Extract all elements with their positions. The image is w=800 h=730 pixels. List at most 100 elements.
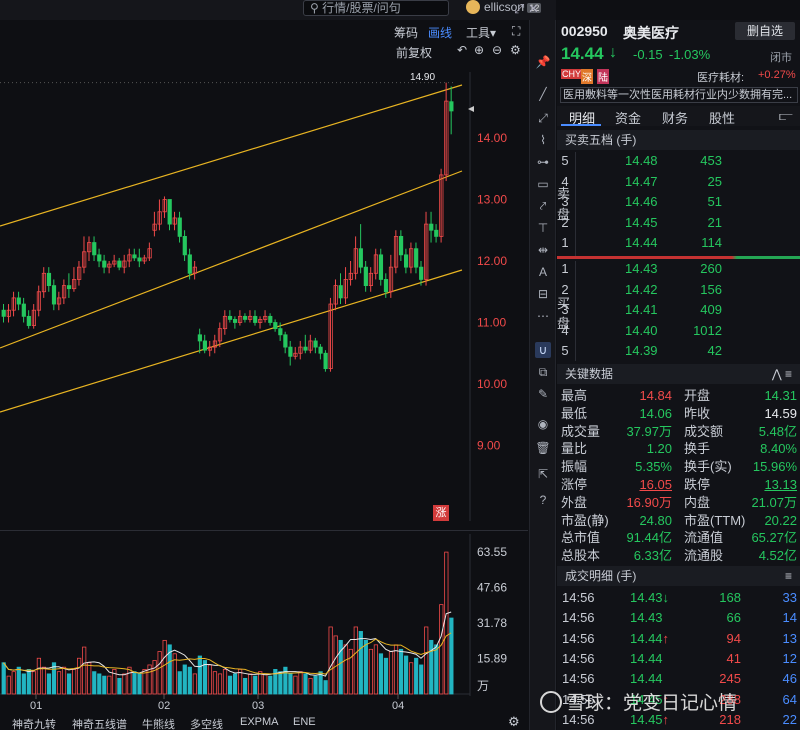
- arrow-tool-icon[interactable]: ⤤: [539, 199, 547, 213]
- orderbook-row[interactable]: 1 14.43 260: [557, 259, 800, 279]
- candle-body: [444, 100, 449, 176]
- trade-volume: 288: [719, 691, 741, 707]
- eye-icon[interactable]: ◉: [537, 417, 549, 431]
- orderbook-row[interactable]: 1 14.44 114: [557, 233, 800, 253]
- orderbook-row[interactable]: 3 14.46 51: [557, 192, 800, 212]
- channel-line[interactable]: [0, 269, 463, 413]
- remove-watchlist-button[interactable]: 删自选: [735, 22, 795, 40]
- candle-body: [429, 223, 434, 231]
- fib-tool-icon[interactable]: ⊟: [537, 287, 549, 301]
- orderbook-row[interactable]: 3 14.41 409: [557, 300, 800, 320]
- polyline-tool-icon[interactable]: ⌇: [540, 133, 546, 147]
- edit-icon[interactable]: ✎: [537, 387, 549, 401]
- tab-stock-nature[interactable]: 股性: [709, 111, 736, 126]
- menu-icon[interactable]: ≡: [784, 569, 792, 583]
- trash-icon[interactable]: 🗑: [535, 441, 551, 455]
- volume-bar: [368, 648, 373, 695]
- candle-body: [127, 254, 132, 262]
- indicator-tab[interactable]: 牛熊线: [142, 719, 175, 730]
- indicator-tab[interactable]: 多空线: [190, 719, 223, 730]
- candle-body: [358, 248, 363, 268]
- channel-line[interactable]: [0, 170, 463, 349]
- close-icon[interactable]: ✕: [528, 1, 539, 16]
- tab-finance[interactable]: 财务: [662, 111, 689, 126]
- help-icon[interactable]: ?: [539, 493, 547, 507]
- line-tool-icon[interactable]: ╱: [539, 87, 547, 101]
- search-input[interactable]: ⚲ 行情/股票/问句: [303, 0, 449, 16]
- magnet-icon[interactable]: ∪: [535, 342, 551, 358]
- text-tool-icon[interactable]: A: [538, 265, 547, 279]
- indicator-tab[interactable]: 神奇九转: [12, 719, 56, 730]
- chip-tab[interactable]: 筹码: [394, 26, 419, 40]
- more-tools-icon[interactable]: ⋯: [537, 309, 549, 323]
- orderbook-row[interactable]: 5 14.39 42: [557, 341, 800, 361]
- candle-body: [318, 346, 323, 354]
- range-tool-icon[interactable]: ⇹: [537, 243, 549, 257]
- ray-tool-icon[interactable]: ⤢: [538, 111, 548, 125]
- watermark-text: 雪球：党变日记心情: [566, 693, 738, 714]
- orderbook-row[interactable]: 5 14.48 453: [557, 151, 800, 171]
- indicator-tab[interactable]: EXPMA: [240, 716, 279, 728]
- undo-icon[interactable]: ↶: [457, 43, 468, 57]
- collapse-icon[interactable]: ⋀ ≡: [771, 367, 792, 381]
- key-value: 14.59: [764, 405, 797, 421]
- orderbook-row[interactable]: 4 14.47 25: [557, 172, 800, 192]
- indicator-tab[interactable]: ENE: [293, 716, 316, 728]
- level-tool-icon[interactable]: ⊤: [537, 221, 549, 235]
- user-info[interactable]: ellicson 12: [466, 0, 542, 16]
- pin-icon[interactable]: 📌: [535, 55, 551, 69]
- panel-layout-icon[interactable]: ⫍: [779, 108, 793, 123]
- share-icon[interactable]: ⇱: [537, 467, 549, 481]
- orderbook-row[interactable]: 2 14.45 21: [557, 213, 800, 233]
- trade-row: 14:56 14.45↑ 288 64: [557, 690, 800, 710]
- key-label: 成交量: [561, 423, 601, 439]
- trade-volume: 245: [719, 671, 741, 687]
- orderbook-row[interactable]: 2 14.42 156: [557, 280, 800, 300]
- volume-chart[interactable]: 63.55 47.66 31.78 15.89 万 01 02 03 04: [0, 534, 528, 714]
- channel-line[interactable]: [0, 84, 463, 227]
- expand-icon[interactable]: ⤢: [514, 1, 525, 16]
- tab-funds[interactable]: 资金: [615, 111, 642, 126]
- fullscreen-icon[interactable]: ⛶: [512, 24, 521, 38]
- volume-bar: [61, 666, 67, 695]
- key-value: 24.80: [639, 512, 672, 528]
- volume: 51: [707, 194, 722, 209]
- fuquan-select[interactable]: 前复权: [396, 46, 433, 60]
- copy-icon[interactable]: ⧉: [538, 365, 548, 379]
- orderbook-row[interactable]: 4 14.40 1012: [557, 321, 800, 341]
- draw-line-tab[interactable]: 画线: [428, 26, 453, 40]
- trade-volume: 168: [719, 590, 741, 605]
- vol-axis-label: 万: [477, 679, 489, 693]
- settings-icon[interactable]: ⚙: [510, 43, 521, 57]
- volume-bar: [227, 675, 233, 695]
- key-label: 市盈(TTM): [684, 512, 746, 528]
- volume-bar: [217, 673, 223, 695]
- industry-label[interactable]: 医疗耗材:: [697, 72, 745, 84]
- indicator-tab[interactable]: 神奇五线谱: [72, 719, 127, 730]
- volume-bar: [303, 673, 308, 695]
- buy-label-2: 盘: [557, 316, 571, 331]
- volume-bar: [414, 657, 419, 695]
- zoom-in-icon[interactable]: ⊕: [474, 43, 485, 57]
- key-label: 换手: [684, 441, 711, 457]
- volume-bar: [348, 648, 353, 695]
- candle-body: [66, 285, 72, 290]
- tab-detail[interactable]: 明细: [569, 111, 596, 126]
- volume-bar: [112, 669, 117, 695]
- company-description[interactable]: 医用敷料等一次性医用耗材行业内少数拥有完...: [560, 87, 798, 103]
- candle-body: [414, 248, 419, 268]
- segment-tool-icon[interactable]: ⊶: [537, 155, 549, 169]
- rect-tool-icon[interactable]: ▭: [537, 177, 549, 191]
- zhang-badge[interactable]: 涨: [433, 505, 449, 521]
- candle-body: [11, 297, 16, 311]
- indicator-settings-icon[interactable]: ⚙: [508, 714, 520, 729]
- candle-body: [1, 309, 6, 317]
- price: 14.48: [625, 153, 658, 168]
- tools-menu[interactable]: 工具▾: [466, 26, 497, 40]
- volume-bar: [157, 651, 162, 695]
- candlestick-chart[interactable]: 14.00 13.00 12.00 11.00 10.00 9.00: [0, 66, 528, 524]
- volume-bar: [273, 669, 278, 695]
- zoom-out-icon[interactable]: ⊖: [492, 43, 503, 57]
- key-value: 14.84: [639, 388, 672, 403]
- candle-body: [409, 248, 414, 268]
